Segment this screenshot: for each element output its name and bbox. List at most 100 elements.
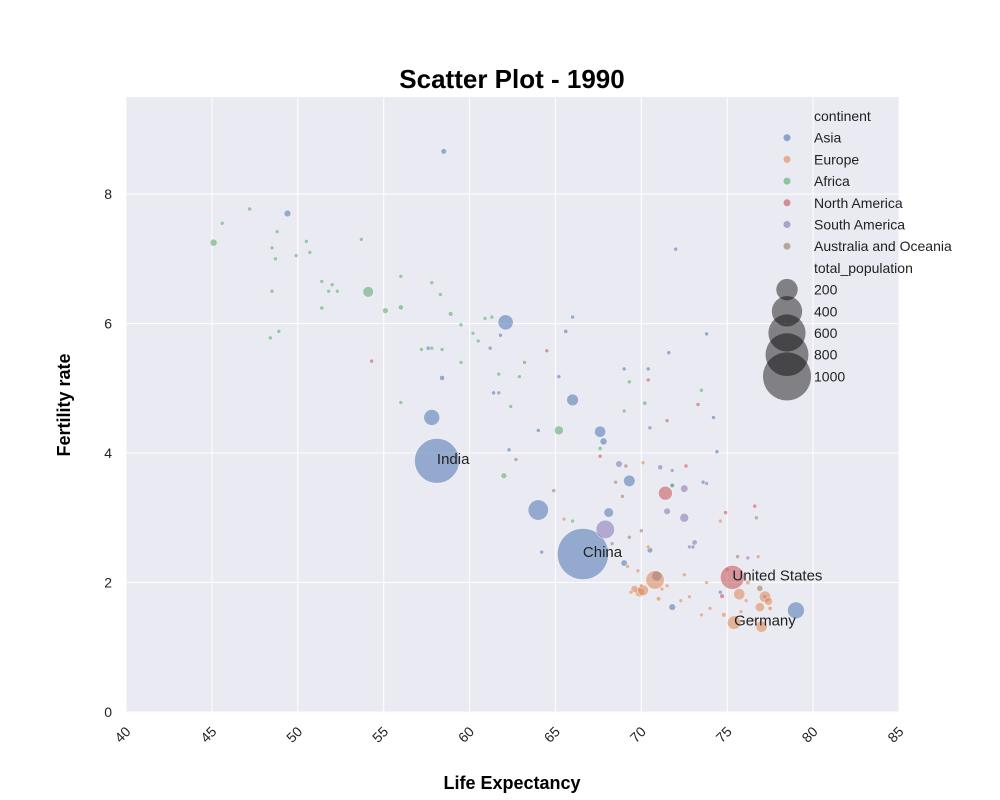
data-point	[615, 460, 623, 468]
data-point	[458, 322, 464, 328]
x-tick-label: 45	[197, 723, 219, 745]
data-point	[735, 554, 740, 559]
legend-entry: Africa	[814, 173, 850, 189]
data-point	[369, 358, 374, 364]
legend-entry: North America	[814, 195, 903, 211]
data-point	[655, 596, 662, 602]
legend-size-title: total_population	[814, 260, 913, 276]
data-point	[429, 280, 435, 286]
data-point	[628, 589, 634, 595]
data-point	[673, 246, 678, 252]
data-point	[750, 617, 756, 623]
legend-size-marker	[768, 314, 806, 352]
data-point	[439, 375, 446, 381]
data-point	[398, 400, 404, 405]
legend-size-marker	[771, 296, 803, 327]
data-point	[704, 481, 709, 486]
x-tick-label: 60	[455, 723, 477, 745]
data-point	[645, 377, 651, 383]
y-axis-label: Fertility rate	[54, 353, 74, 456]
legend-size-entry: 200	[814, 282, 838, 298]
data-point	[599, 437, 608, 446]
data-point	[554, 425, 564, 436]
data-point	[539, 549, 545, 555]
data-point	[721, 612, 727, 618]
data-point	[458, 360, 464, 365]
x-tick-label: 80	[798, 723, 820, 745]
data-point	[513, 457, 519, 462]
data-point	[293, 253, 299, 258]
data-point	[714, 449, 720, 455]
x-tick-label: 85	[884, 723, 906, 745]
data-point	[269, 245, 275, 251]
data-point	[496, 371, 502, 377]
data-point	[334, 288, 340, 294]
data-point	[570, 314, 575, 320]
data-point	[609, 541, 615, 546]
data-point	[625, 564, 630, 569]
data-point	[711, 415, 716, 420]
data-point	[487, 345, 493, 351]
data-point	[273, 256, 278, 262]
data-point	[723, 510, 728, 515]
data-point	[482, 316, 488, 321]
data-point	[209, 238, 218, 247]
data-point	[623, 463, 629, 469]
annotation-label: Germany	[734, 613, 796, 630]
legend-entry: South America	[814, 217, 905, 233]
x-axis-ticks: 40 45 50 55 60 65 70 75 80 85	[111, 723, 906, 745]
data-point	[397, 304, 404, 311]
data-point	[506, 447, 512, 453]
data-point	[707, 606, 713, 611]
data-point	[745, 579, 751, 586]
data-point	[398, 274, 404, 279]
data-point	[491, 390, 496, 396]
data-point	[498, 332, 503, 338]
data-point	[704, 331, 709, 337]
data-point	[304, 239, 309, 244]
legend-size-entry: 600	[814, 325, 838, 341]
data-point	[438, 292, 443, 297]
data-point	[475, 338, 481, 344]
x-tick-label: 55	[369, 723, 391, 745]
data-point	[440, 148, 447, 155]
data-point	[319, 305, 325, 311]
legend-size-entry: 400	[814, 303, 838, 319]
y-tick-label: 0	[104, 704, 112, 720]
data-point	[423, 409, 441, 426]
data-point	[414, 438, 460, 484]
data-point	[659, 586, 665, 592]
data-point	[755, 554, 761, 559]
x-tick-label: 65	[541, 723, 563, 745]
legend-size-marker	[776, 278, 798, 301]
data-point	[621, 366, 627, 372]
legend-marker	[783, 199, 791, 207]
data-point	[267, 335, 273, 341]
data-point	[307, 250, 313, 255]
data-point	[627, 534, 632, 540]
data-point	[556, 374, 562, 379]
data-point	[544, 348, 550, 354]
data-point	[639, 583, 644, 589]
data-point	[326, 288, 331, 294]
data-point	[639, 528, 644, 534]
data-point	[695, 402, 701, 407]
data-point	[669, 483, 675, 488]
data-point	[489, 314, 495, 320]
data-point	[720, 565, 745, 590]
data-point	[595, 519, 615, 540]
x-tick-label: 50	[283, 723, 305, 745]
legend-marker	[783, 155, 791, 163]
annotation-label: China	[583, 544, 623, 561]
legend-marker	[783, 134, 791, 142]
data-point	[755, 620, 768, 633]
data-point	[219, 220, 225, 226]
data-point	[683, 463, 689, 469]
chart-title: Scatter Plot - 1990	[399, 64, 624, 94]
data-point	[663, 507, 671, 516]
data-point	[679, 512, 690, 523]
data-point	[517, 374, 522, 379]
series-0	[283, 148, 805, 620]
data-point	[620, 559, 628, 567]
data-point	[754, 602, 765, 613]
